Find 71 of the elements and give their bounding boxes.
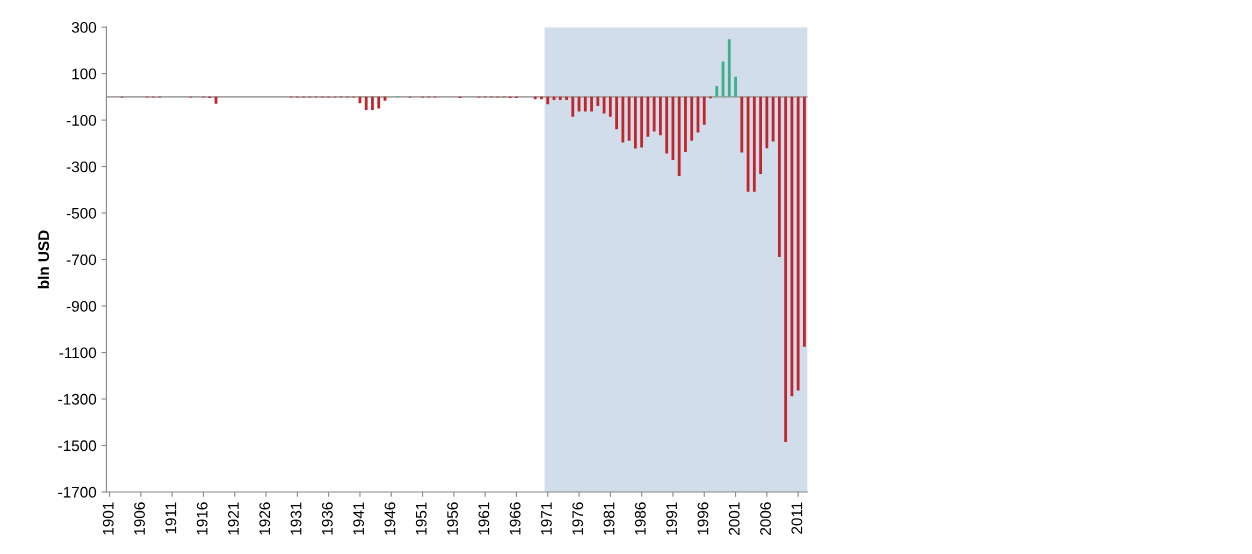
x-tick-label: 1971: [541, 502, 552, 535]
x-tick-label: 1916: [196, 502, 208, 535]
bar: [558, 96, 562, 101]
y-tick-label: -1500: [58, 440, 97, 452]
x-tick-label: 1991: [666, 502, 678, 535]
bar: [690, 96, 694, 141]
bar: [583, 96, 587, 112]
bar: [596, 96, 600, 106]
bar: [621, 96, 625, 143]
bar: [615, 96, 619, 130]
x-tick-label: 1901: [102, 502, 114, 535]
bar: [377, 96, 381, 109]
bar: [771, 96, 775, 142]
x-tick-label: 2011: [791, 502, 803, 534]
bar: [571, 96, 575, 117]
bar: [633, 96, 637, 149]
bar: [684, 96, 687, 152]
y-tick-label: 100: [72, 68, 97, 80]
x-tick-label: 1976: [572, 502, 584, 535]
y-axis-title: bln USD: [37, 230, 50, 289]
bar: [803, 96, 806, 347]
bar: [734, 76, 737, 97]
bar: [715, 85, 719, 97]
bar: [765, 96, 769, 149]
x-tick-label: 1936: [321, 502, 333, 535]
x-tick-label: 1911: [165, 502, 177, 534]
x-tick-label: 1986: [634, 502, 646, 535]
bar: [652, 96, 656, 132]
bar: [727, 39, 731, 97]
bar: [371, 96, 374, 111]
bar: [627, 96, 631, 141]
bar: [640, 96, 644, 148]
y-tick-label: -1100: [59, 347, 97, 359]
bar: [565, 96, 568, 101]
x-tick-label: 1961: [478, 502, 490, 535]
bar: [796, 96, 800, 391]
y-tick-label: -100: [66, 114, 97, 126]
x-tick-label: 1981: [603, 502, 615, 535]
bar: [702, 96, 706, 125]
y-tick-label: -1300: [58, 393, 97, 405]
x-tick-label: 1906: [134, 502, 145, 535]
y-tick-label: -300: [66, 161, 97, 173]
bar: [608, 96, 612, 117]
bar: [546, 96, 550, 105]
x-tick-label: 1926: [259, 502, 271, 535]
y-tick-label: -500: [66, 207, 97, 219]
x-tick-label: 2006: [760, 502, 771, 535]
bar: [759, 96, 762, 175]
x-tick-label: 1921: [228, 502, 239, 535]
y-tick-label: -1700: [58, 486, 97, 498]
bar: [364, 96, 368, 111]
y-tick-label: 300: [71, 22, 97, 33]
x-tick-label: 1951: [415, 502, 427, 535]
bar: [665, 96, 669, 154]
bar: [790, 96, 794, 397]
x-tick-label: 1931: [290, 502, 302, 535]
x-tick-label: 1966: [509, 502, 521, 535]
bar: [784, 96, 788, 442]
bar: [677, 96, 681, 176]
x-tick-label: 1941: [353, 502, 365, 535]
y-tick-label: -700: [66, 254, 97, 266]
bar: [777, 96, 781, 257]
x-tick-label: 2001: [728, 502, 740, 535]
x-tick-label: 1996: [697, 502, 709, 535]
bar: [590, 96, 593, 112]
bar: [659, 96, 662, 136]
x-tick-label: 1946: [384, 502, 396, 535]
bar: [752, 96, 756, 192]
x-tick-label: 1956: [447, 502, 458, 535]
bar: [740, 96, 744, 153]
y-tick-label: -900: [66, 300, 97, 312]
